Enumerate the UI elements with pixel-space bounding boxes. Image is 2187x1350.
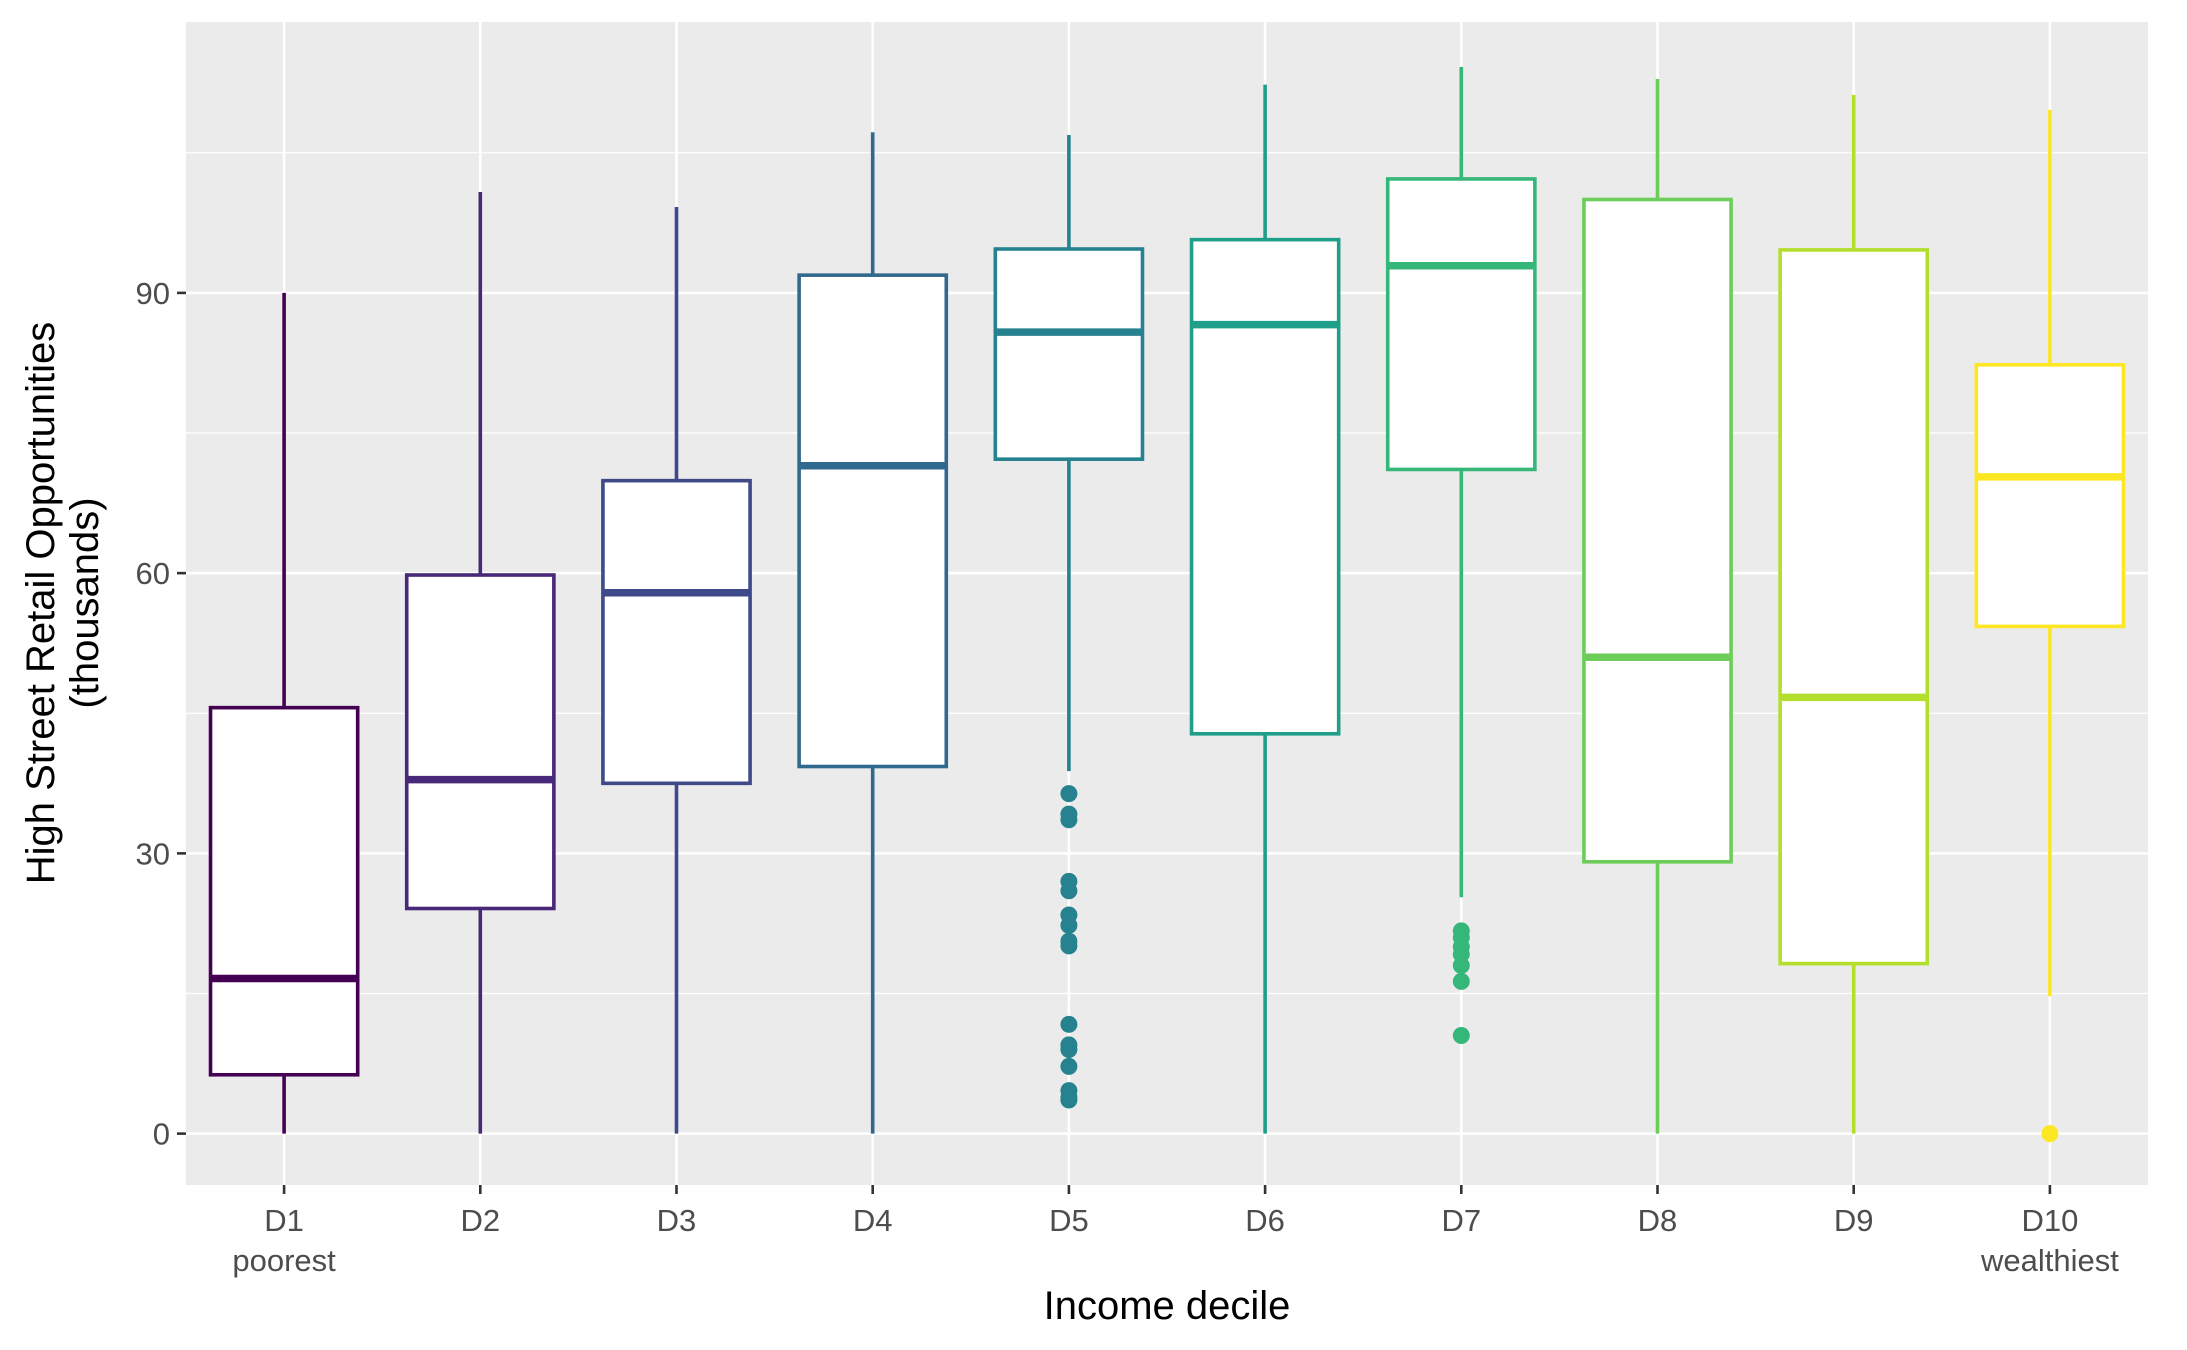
- x-tick-label: D8: [1638, 1203, 1678, 1238]
- outlier-point: [1060, 1041, 1078, 1059]
- x-tick-label: D2: [460, 1203, 500, 1238]
- box-iqr: [1778, 248, 1930, 966]
- outlier-point: [2041, 1125, 2059, 1143]
- y-tick-label: 60: [136, 556, 170, 591]
- box-D1: [208, 292, 360, 1134]
- outlier-point: [1060, 882, 1078, 900]
- outlier-point: [1060, 1015, 1078, 1033]
- box-iqr: [1385, 177, 1537, 472]
- x-tick-label: D9: [1834, 1203, 1874, 1238]
- box-D10: [1974, 109, 2126, 1143]
- box-D3: [601, 206, 752, 1134]
- x-tick-label: D5: [1049, 1203, 1089, 1238]
- box-D5: [993, 135, 1145, 1109]
- box-iqr: [1582, 197, 1733, 864]
- box-D7: [1385, 66, 1537, 1045]
- y-tick-label: 0: [153, 1117, 170, 1152]
- outlier-point: [1452, 972, 1470, 990]
- x-tick-label: D7: [1441, 1203, 1481, 1238]
- y-tick-label: 30: [136, 836, 170, 871]
- box-D2: [404, 192, 556, 1134]
- outlier-point: [1060, 785, 1078, 803]
- x-tick-sublabel: wealthiest: [1980, 1243, 2119, 1278]
- outlier-point: [1060, 811, 1078, 829]
- box-iqr: [797, 273, 949, 769]
- x-axis-title: Income decile: [1044, 1284, 1291, 1328]
- outlier-point: [1452, 956, 1470, 974]
- y-tick-label: 90: [136, 276, 170, 311]
- box-D8: [1582, 78, 1733, 1134]
- outlier-point: [1060, 916, 1078, 934]
- box-iqr: [601, 478, 752, 786]
- x-tick-label: D6: [1245, 1203, 1285, 1238]
- x-axis: D1 poorest D2 D3 D4 D5 D6 D7 D8 D9 D10 wealthiest: [232, 1185, 2119, 1278]
- y-axis-title-line-2: (thousands): [63, 497, 107, 708]
- x-tick-label: D3: [657, 1203, 697, 1238]
- box-iqr: [404, 573, 556, 911]
- outlier-point: [1060, 1057, 1078, 1075]
- x-tick-label: D10: [2021, 1203, 2078, 1238]
- box-layer: [208, 66, 2126, 1143]
- box-iqr: [993, 247, 1145, 461]
- box-iqr: [1974, 363, 2126, 629]
- x-tick-sublabel: poorest: [232, 1243, 336, 1278]
- outlier-point: [1060, 937, 1078, 955]
- box-D4: [797, 132, 949, 1134]
- box-iqr: [208, 705, 360, 1077]
- x-tick-label: D1: [264, 1203, 304, 1238]
- x-tick-label: D4: [853, 1203, 893, 1238]
- y-axis-title: High Street Retail Opportunities (thousa…: [19, 322, 107, 885]
- y-axis: 0 30 60 90: [136, 276, 186, 1152]
- box-D9: [1778, 94, 1930, 1134]
- box-D6: [1189, 84, 1341, 1134]
- outlier-point: [1452, 1027, 1470, 1045]
- y-axis-title-line-1: High Street Retail Opportunities: [19, 322, 63, 885]
- outlier-point: [1060, 1091, 1078, 1109]
- box-iqr: [1189, 237, 1341, 736]
